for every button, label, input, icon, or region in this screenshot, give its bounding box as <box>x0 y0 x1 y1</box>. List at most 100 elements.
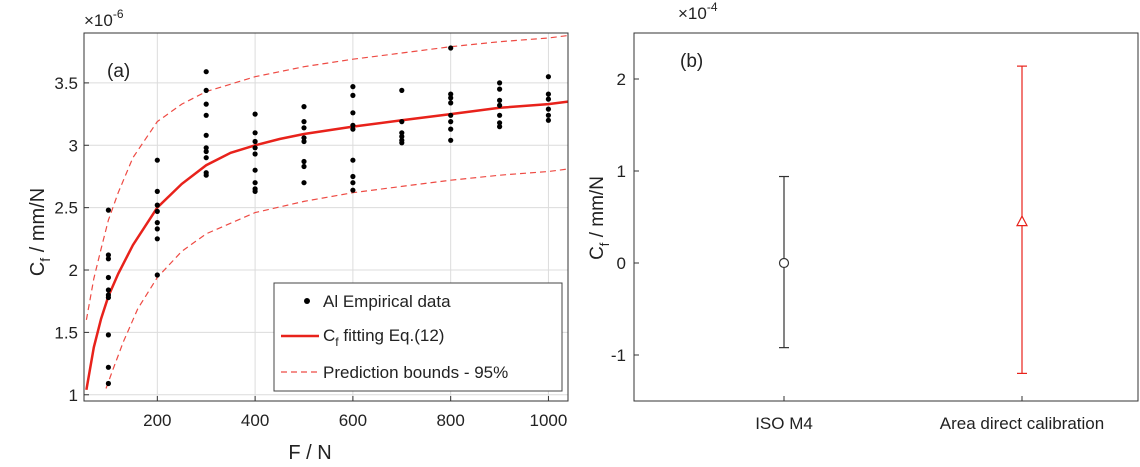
b-y-tick-label: 2 <box>617 70 626 89</box>
legend-label-fit: Cf fitting Eq.(12) <box>323 326 444 349</box>
a-data-point <box>448 100 454 106</box>
a-y-tick-label: 1 <box>69 386 78 405</box>
a-data-point <box>448 45 454 51</box>
legend-marker-dot <box>304 298 310 304</box>
a-y-ticks: 1 1.5 2 2.5 3 3.5 <box>54 74 89 405</box>
b-axes-frame <box>633 32 1139 402</box>
a-x-axis-label: F / N <box>288 442 331 464</box>
a-axes-frame <box>83 32 569 402</box>
a-data-point <box>497 120 503 126</box>
b-y-ticks: -1 0 1 2 <box>611 70 639 365</box>
b-y-tick-label: -1 <box>611 346 626 365</box>
a-data-point <box>301 135 307 141</box>
a-data-point <box>252 167 258 173</box>
a-data-point <box>448 119 454 125</box>
a-data-point <box>350 126 356 132</box>
b-x-tick-label: Area direct calibration <box>940 414 1104 433</box>
a-data-point <box>105 364 111 370</box>
a-x-tick-label: 600 <box>339 411 367 430</box>
b-error-bars <box>778 65 1028 374</box>
a-data-point <box>399 140 405 146</box>
a-data-point <box>497 112 503 118</box>
a-data-point <box>105 287 111 293</box>
a-data-points <box>105 45 552 387</box>
a-y-tick-label: 1.5 <box>54 323 78 342</box>
a-data-point <box>203 87 209 93</box>
b-y-tick-label: 0 <box>617 254 626 273</box>
a-data-point <box>545 74 552 80</box>
a-data-point <box>203 148 209 155</box>
a-data-point <box>203 155 209 161</box>
a-data-point <box>545 106 552 112</box>
a-y-exponent: ×10-6 <box>84 7 124 30</box>
a-data-point <box>203 101 209 107</box>
a-data-point <box>154 236 160 242</box>
a-data-point <box>154 208 160 214</box>
a-data-point <box>203 132 209 138</box>
a-data-point <box>252 151 258 157</box>
a-data-point <box>252 130 258 136</box>
a-data-point <box>497 124 503 130</box>
a-y-tick-label: 2.5 <box>54 199 78 218</box>
panel-a-chart: 200 400 600 800 1000 11.522.533.5 (a) ×10-6 … <box>27 7 569 464</box>
a-data-point <box>105 252 111 258</box>
a-data-point <box>448 112 454 118</box>
a-legend-box <box>273 282 563 392</box>
a-data-point <box>399 133 405 140</box>
a-lower-bound-line <box>105 168 569 389</box>
b-panel-label: (b) <box>680 51 703 72</box>
a-data-point <box>105 332 111 338</box>
a-data-point <box>350 122 356 128</box>
b-y-axis-label: Cf / mm/N <box>587 176 612 260</box>
a-y-tick-label: 2 <box>69 261 78 280</box>
a-data-point <box>252 145 258 151</box>
legend-label-data: Al Empirical data <box>323 292 451 311</box>
a-data-point <box>105 256 111 262</box>
a-data-point <box>399 87 405 93</box>
a-x-tick-label: 800 <box>436 411 464 430</box>
a-data-point <box>154 157 160 163</box>
a-data-point <box>350 110 356 116</box>
a-data-point <box>252 138 258 145</box>
a-data-point <box>545 96 552 102</box>
a-data-point <box>301 104 307 110</box>
a-data-point <box>252 188 258 194</box>
a-x-tick-label: 1000 <box>530 411 568 430</box>
a-data-point <box>350 180 356 186</box>
a-panel-label: (a) <box>107 61 130 82</box>
a-legend: Al Empirical data Cf fitting Eq.(12) Pre… <box>273 282 563 392</box>
a-data-point <box>399 119 405 125</box>
a-data-point <box>203 69 209 75</box>
a-data-point <box>154 226 160 232</box>
a-x-tick-label: 200 <box>143 411 171 430</box>
a-data-point <box>545 112 552 118</box>
legend-label-bounds: Prediction bounds - 95% <box>323 363 508 382</box>
b-marker-triangle <box>1016 214 1028 227</box>
a-x-tick-label: 400 <box>241 411 269 430</box>
a-data-point <box>203 145 209 151</box>
a-data-point <box>350 173 356 180</box>
a-data-point <box>105 274 111 281</box>
a-upper-bound-line <box>85 34 569 321</box>
a-data-point <box>497 97 503 103</box>
a-data-point <box>301 125 307 131</box>
a-data-point <box>154 202 160 208</box>
a-data-point <box>301 158 307 165</box>
b-marker-circle <box>778 257 790 269</box>
a-data-point <box>154 272 160 278</box>
a-data-point <box>350 84 356 90</box>
a-data-point <box>105 294 111 301</box>
a-data-point <box>448 91 454 97</box>
a-data-point <box>545 117 552 123</box>
a-data-point <box>252 111 258 117</box>
a-x-ticks: 200 400 600 800 1000 <box>143 396 567 430</box>
a-y-axis-label: Cf / mm/N <box>27 188 53 276</box>
a-data-point <box>497 80 503 86</box>
a-data-point <box>350 92 356 98</box>
b-y-tick-label: 1 <box>617 162 626 181</box>
a-data-point <box>448 126 454 132</box>
a-data-point <box>497 86 503 92</box>
a-data-point <box>350 157 356 163</box>
